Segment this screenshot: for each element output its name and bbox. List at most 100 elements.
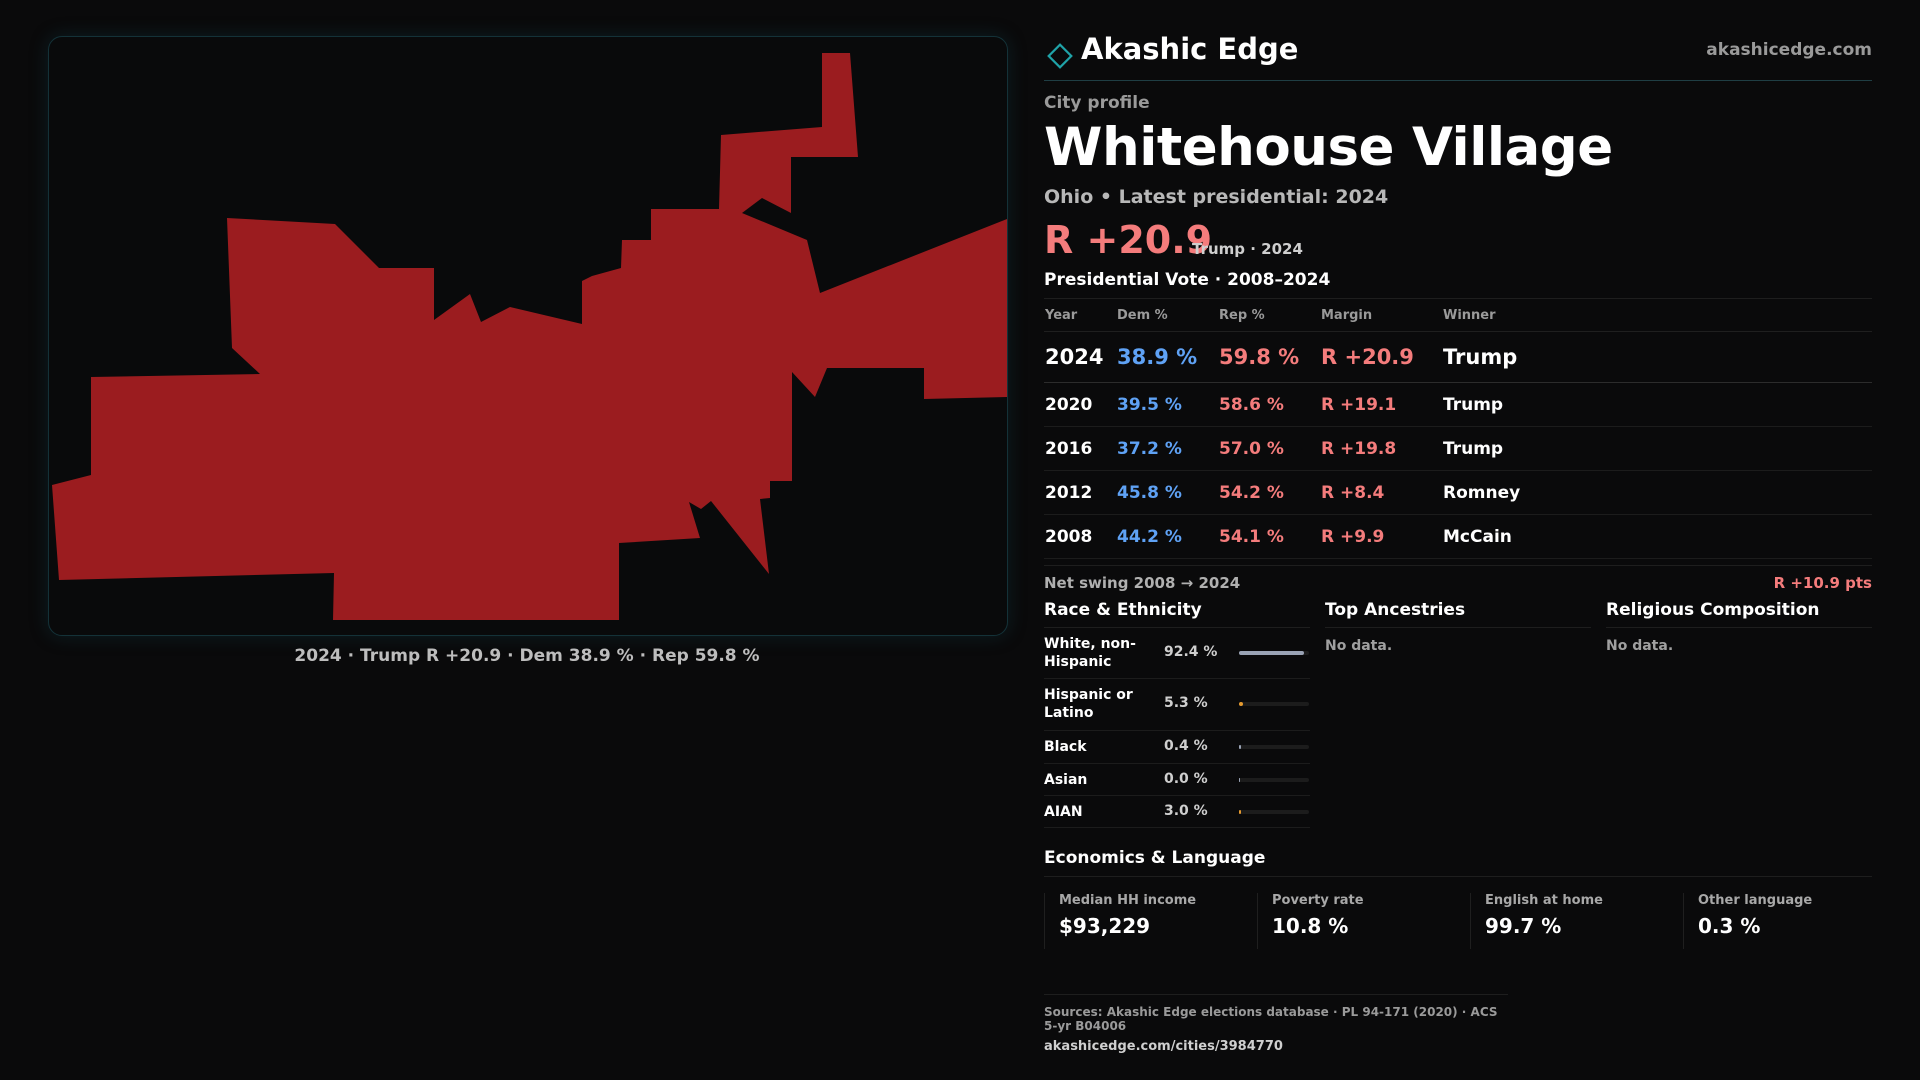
vote-table: Year Dem % Rep % Margin Winner 2024 38.9… <box>1044 299 1872 559</box>
row-winner: Trump <box>1442 331 1872 383</box>
row-margin: R +9.9 <box>1320 514 1442 559</box>
table-row: 2008 44.2 % 54.1 % R +9.9 McCain <box>1044 514 1872 559</box>
race-label: Hispanic or Latino <box>1044 687 1133 721</box>
list-item: Hispanic or Latino 5.3 % <box>1044 679 1310 731</box>
race-pct: 0.0 % <box>1164 771 1208 787</box>
ancestries-empty: No data. <box>1325 638 1393 654</box>
stat-label: Other language <box>1698 893 1813 908</box>
religion-section: Religious Composition No data. <box>1606 600 1872 654</box>
row-year: 2008 <box>1044 514 1116 559</box>
row-rep: 57.0 % <box>1218 426 1320 471</box>
table-row: 2024 38.9 % 59.8 % R +20.9 Trump <box>1044 331 1872 383</box>
margin-note: Trump · 2024 <box>1192 240 1303 258</box>
sources-footer: Sources: Akashic Edge elections database… <box>1044 994 1508 1054</box>
list-item: AIAN 3.0 % <box>1044 796 1310 828</box>
list-item: Black 0.4 % <box>1044 731 1310 764</box>
stat-value: 0.3 % <box>1698 914 1761 938</box>
row-dem: 38.9 % <box>1116 331 1218 383</box>
vote-table-header: Year Dem % Rep % Margin Winner <box>1044 299 1872 332</box>
row-dem: 37.2 % <box>1116 426 1218 471</box>
row-year: 2024 <box>1044 331 1116 383</box>
col-rep: Rep % <box>1218 299 1320 332</box>
row-dem: 45.8 % <box>1116 470 1218 515</box>
net-swing: Net swing 2008 → 2024 R +10.9 pts <box>1044 565 1872 596</box>
table-row: 2016 37.2 % 57.0 % R +19.8 Trump <box>1044 426 1872 471</box>
list-item: Asian 0.0 % <box>1044 764 1310 796</box>
religion-title: Religious Composition <box>1606 600 1872 628</box>
row-dem: 39.5 % <box>1116 382 1218 427</box>
map-caption: 2024 · Trump R +20.9 · Dem 38.9 % · Rep … <box>294 646 760 666</box>
race-pct: 5.3 % <box>1164 695 1208 711</box>
race-bar <box>1239 745 1309 749</box>
row-winner: Trump <box>1442 382 1872 427</box>
race-pct: 3.0 % <box>1164 803 1208 819</box>
stat-other-language: Other language 0.3 % <box>1683 893 1872 949</box>
race-ethnicity-section: Race & Ethnicity White, non-Hispanic 92.… <box>1044 600 1310 828</box>
stat-poverty-rate: Poverty rate 10.8 % <box>1257 893 1470 949</box>
ancestries-section: Top Ancestries No data. <box>1325 600 1591 654</box>
net-swing-label: Net swing 2008 → 2024 <box>1044 574 1241 592</box>
sources-text: Sources: Akashic Edge elections database… <box>1044 1005 1498 1033</box>
row-winner: McCain <box>1442 514 1872 559</box>
ancestries-title: Top Ancestries <box>1325 600 1591 628</box>
row-winner: Romney <box>1442 470 1872 515</box>
row-margin: R +20.9 <box>1320 331 1442 383</box>
race-bar <box>1239 778 1309 782</box>
stat-label: Median HH income <box>1059 893 1197 908</box>
race-bar <box>1239 702 1309 706</box>
city-boundary-shape <box>52 53 1007 620</box>
race-label: Asian <box>1044 772 1088 788</box>
demographics-columns: Race & Ethnicity White, non-Hispanic 92.… <box>1044 600 1872 842</box>
race-label: White, non-Hispanic <box>1044 636 1136 670</box>
religion-empty: No data. <box>1606 638 1674 654</box>
col-dem: Dem % <box>1116 299 1218 332</box>
race-pct: 92.4 % <box>1164 644 1218 660</box>
map-canvas <box>52 53 1007 620</box>
page-eyebrow: City profile <box>1044 93 1150 113</box>
col-year: Year <box>1044 299 1116 332</box>
col-winner: Winner <box>1442 299 1872 332</box>
brand-url-link[interactable]: akashicedge.com <box>1706 40 1872 60</box>
row-margin: R +19.1 <box>1320 382 1442 427</box>
stat-value: $93,229 <box>1059 914 1151 938</box>
race-pct: 0.4 % <box>1164 738 1208 754</box>
net-swing-value: R +10.9 pts <box>1773 574 1872 592</box>
stat-label: Poverty rate <box>1272 893 1364 908</box>
page-title: Whitehouse Village <box>1044 117 1613 178</box>
row-rep: 58.6 % <box>1218 382 1320 427</box>
col-margin: Margin <box>1320 299 1442 332</box>
race-label: AIAN <box>1044 804 1083 820</box>
stat-english-home: English at home 99.7 % <box>1470 893 1683 949</box>
race-bar <box>1239 651 1309 655</box>
row-rep: 54.1 % <box>1218 514 1320 559</box>
profile-panel: Akashic Edge akashicedge.com City profil… <box>1044 28 1872 965</box>
race-bar-fill <box>1239 702 1243 706</box>
row-winner: Trump <box>1442 426 1872 471</box>
stat-value: 10.8 % <box>1272 914 1349 938</box>
vote-section-title: Presidential Vote · 2008–2024 <box>1044 270 1872 299</box>
stat-value: 99.7 % <box>1485 914 1562 938</box>
brand-header: Akashic Edge akashicedge.com <box>1044 28 1872 81</box>
row-margin: R +8.4 <box>1320 470 1442 515</box>
city-boundary-map[interactable] <box>48 36 1008 636</box>
row-rep: 59.8 % <box>1218 331 1320 383</box>
race-bar <box>1239 810 1309 814</box>
row-year: 2016 <box>1044 426 1116 471</box>
headline-margin: R +20.9 Trump · 2024 <box>1044 218 1872 264</box>
race-section-title: Race & Ethnicity <box>1044 600 1310 628</box>
stat-label: English at home <box>1485 893 1603 908</box>
row-margin: R +19.8 <box>1320 426 1442 471</box>
row-rep: 54.2 % <box>1218 470 1320 515</box>
row-year: 2020 <box>1044 382 1116 427</box>
brand-name: Akashic Edge <box>1081 32 1299 66</box>
race-list: White, non-Hispanic 92.4 % Hispanic or L… <box>1044 628 1310 828</box>
row-dem: 44.2 % <box>1116 514 1218 559</box>
page-subtitle: Ohio • Latest presidential: 2024 <box>1044 186 1389 208</box>
race-bar-fill <box>1239 745 1241 749</box>
economics-stats: Median HH income $93,229 Poverty rate 10… <box>1044 885 1872 965</box>
margin-value: R +20.9 <box>1044 218 1213 262</box>
table-row: 2012 45.8 % 54.2 % R +8.4 Romney <box>1044 470 1872 515</box>
row-year: 2012 <box>1044 470 1116 515</box>
source-url-link[interactable]: akashicedge.com/cities/3984770 <box>1044 1039 1283 1054</box>
race-bar-fill <box>1239 810 1242 814</box>
